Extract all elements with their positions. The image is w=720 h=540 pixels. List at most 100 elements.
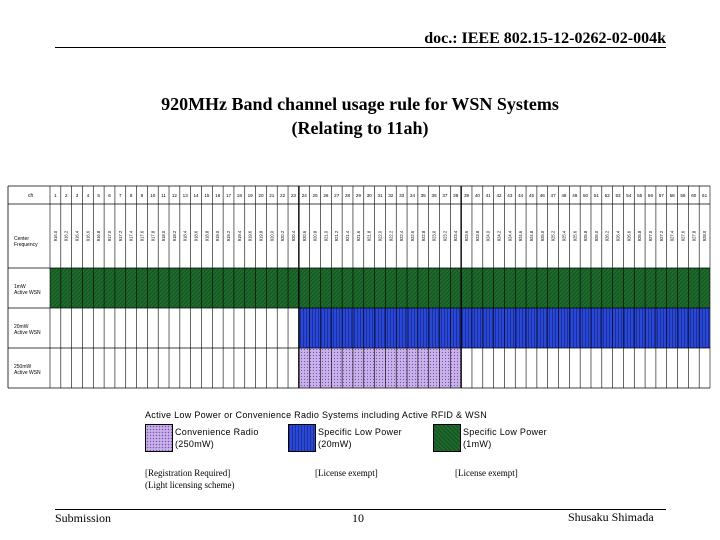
channel-frequency: 926.6 [626,230,631,241]
channel-frequency: 919.2 [226,230,231,241]
channel-frequency: 920.4 [291,230,296,241]
legend-swatch-specific-low-power-1mw [433,424,461,452]
footer-submission: Submission [55,511,112,525]
row-label-1mw-line1: 1mW [14,284,26,290]
channel-frequency: 920.0 [269,230,274,241]
channel-number: 60 [691,193,697,198]
legend-item-specific-low-power-1mw: Specific Low Power (1mW) [463,426,547,450]
row-label-center-frequency: Center Frequency [14,236,38,248]
legend-swatch-specific-low-power-20mw [288,424,316,452]
channel-number: 2 [65,193,68,198]
legend-note-registration-line1: [Registration Required] [145,468,231,478]
channel-number: 31 [377,193,383,198]
channel-number: 5 [97,193,100,198]
channel-number: 45 [529,193,535,198]
channel-frequency: 927.8 [691,230,696,241]
channel-number: 50 [583,193,589,198]
channel-number: 38 [453,193,459,198]
footer-page-number: 10 [352,511,364,525]
footer-divider [55,509,666,510]
channel-frequency: 917.2 [118,230,123,241]
channel-number: 35 [421,193,427,198]
channel-number: 54 [626,193,632,198]
channel-frequency: 922.8 [421,230,426,241]
channel-number: 46 [540,193,546,198]
channel-frequency: 916.6 [85,230,90,241]
row-label-250mw-line1: 250mW [14,364,32,370]
channel-frequency: 922.2 [388,230,393,241]
channel-frequency: 923.4 [453,230,458,241]
channel-frequency: 917.6 [139,230,144,241]
channel-frequency: 917.4 [129,230,134,241]
row-label-1mw-line2: Active WSN [14,290,41,296]
channel-number: 10 [150,193,156,198]
channel-number: 13 [183,193,189,198]
channel-number: 29 [356,193,362,198]
row-label-ch: ch [28,193,34,199]
channel-number: 57 [659,193,665,198]
channel-number: 39 [464,193,470,198]
channel-frequency: 923.2 [442,230,447,241]
legend-item-convenience-radio: Convenience Radio (250mW) [175,426,259,450]
channel-number: 33 [399,193,405,198]
channel-frequency: 923.8 [475,230,480,241]
channel-frequency: 919.8 [258,230,263,241]
channel-number: 36 [432,193,438,198]
channel-frequency: 925.6 [572,230,577,241]
channel-number: 41 [486,193,492,198]
legend-note-license-exempt-20mw: [License exempt] [315,468,378,478]
channel-frequency: 921.8 [367,230,372,241]
legend-caption: Active Low Power or Convenience Radio Sy… [145,410,488,420]
channel-number: 42 [496,193,502,198]
channel-frequency: 928.0 [702,230,707,241]
channel-number: 19 [248,193,254,198]
channel-number: 3 [76,193,79,198]
channel-frequency: 921.4 [345,230,350,241]
channel-frequency: 925.4 [561,230,566,241]
channel-frequency: 921.0 [323,230,328,241]
channel-number: 4 [87,193,90,198]
legend-item-1mw-name: Specific Low Power [463,427,547,437]
channel-number: 47 [551,193,557,198]
channel-number: 52 [605,193,611,198]
legend-item-specific-low-power-20mw: Specific Low Power (20mW) [318,426,402,450]
channel-frequency: 916.0 [53,230,58,241]
channel-number: 58 [670,193,676,198]
channel-frequency: 926.0 [594,230,599,241]
channel-number: 20 [258,193,264,198]
channel-frequency: 925.8 [583,230,588,241]
channel-frequency: 920.2 [280,230,285,241]
channel-number: 28 [345,193,351,198]
channel-frequency: 920.6 [302,230,307,241]
legend-item-20mw-name: Specific Low Power [318,427,402,437]
channel-frequency: 916.8 [96,230,101,241]
channel-number: 1 [54,193,57,198]
channel-frequency: 922.4 [399,230,404,241]
legend-swatch-convenience-radio [145,424,173,452]
channel-frequency: 918.2 [172,230,177,241]
channel-frequency: 924.8 [529,230,534,241]
channel-frequency: 916.4 [75,230,80,241]
channel-frequency: 921.6 [356,230,361,241]
channel-number: 17 [226,193,232,198]
channel-frequency: 916.2 [64,230,69,241]
channel-frequency: 917.8 [150,230,155,241]
channel-number: 44 [518,193,524,198]
usage-band-1mw [50,268,710,308]
channel-number: 27 [334,193,340,198]
channel-number: 14 [194,193,200,198]
channel-frequency: 925.2 [551,230,556,241]
header-divider [55,47,666,48]
legend-item-convenience-radio-power: (250mW) [175,439,215,449]
document-id: doc.: IEEE 802.15-12-0262-02-004k [424,30,666,47]
channel-frequency: 918.8 [204,230,209,241]
channel-number: 11 [161,193,166,198]
channel-frequency: 922.0 [378,230,383,241]
channel-frequency: 918.0 [161,230,166,241]
channel-number: 32 [388,193,394,198]
channel-number: 6 [108,193,111,198]
row-label-center-frequency-line2: Frequency [14,242,38,248]
channel-number: 24 [302,193,308,198]
usage-band-250mw [298,348,462,388]
channel-frequency: 926.4 [616,230,621,241]
